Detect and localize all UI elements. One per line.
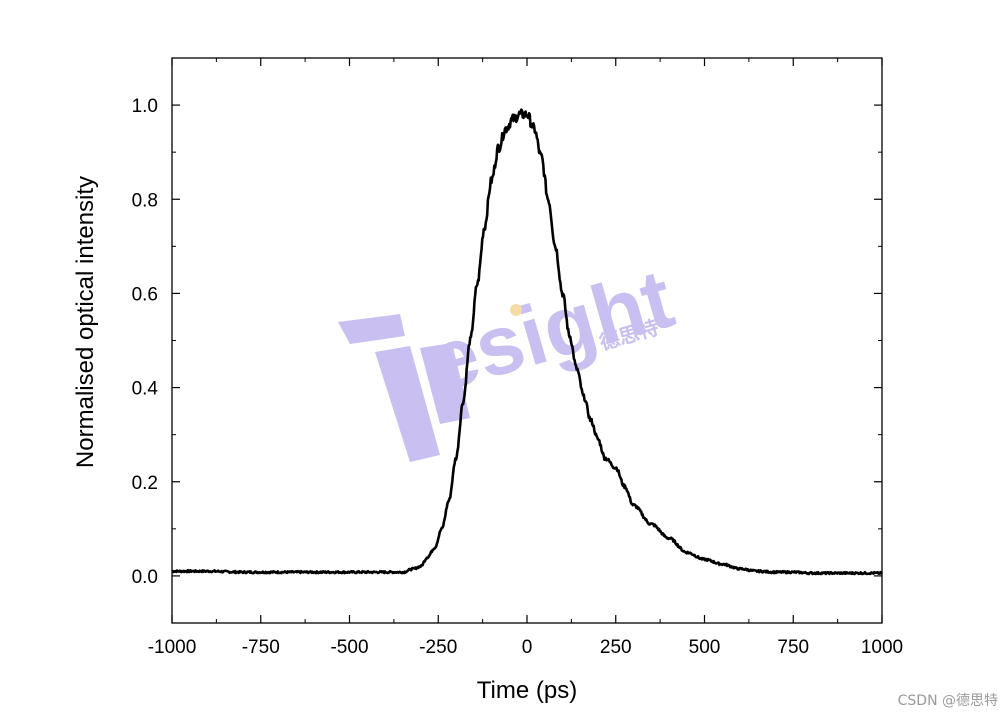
y-tick-label: 1.0 <box>132 96 158 117</box>
x-tick-label: 0 <box>522 637 533 658</box>
y-tick-label: 0.2 <box>132 473 158 494</box>
watermark-bar-shape <box>338 314 405 344</box>
watermark-stroke-shape <box>420 343 470 424</box>
x-tick-label: -750 <box>242 637 280 658</box>
y-tick-label: 0.8 <box>132 190 158 211</box>
watermark-dot <box>510 304 522 316</box>
y-tick-label: 0.6 <box>132 284 158 305</box>
x-tick-label: -500 <box>330 637 368 658</box>
watermark-logo: esight 德思特 <box>338 251 683 462</box>
x-tick-label: -250 <box>419 637 457 658</box>
credit-text: CSDN @德思特 <box>897 693 998 709</box>
series-group <box>171 108 884 576</box>
axis-tick-labels: -1000 -750 -500 -250 0 250 500 750 1000 0.0 0.2 0.4… <box>132 96 904 658</box>
x-tick-label: 1000 <box>861 637 903 658</box>
x-tick-label: 750 <box>777 637 809 658</box>
y-tick-label: 0.4 <box>132 379 159 400</box>
x-axis-label: Time (ps) <box>477 677 577 704</box>
y-tick-label: 0.0 <box>132 567 158 588</box>
x-tick-label: 500 <box>689 637 721 658</box>
axis-ticks <box>171 57 883 624</box>
series-line-0 <box>171 108 884 576</box>
x-tick-label: 250 <box>600 637 632 658</box>
x-tick-label: -1000 <box>148 637 197 658</box>
y-axis-label: Normalised optical intensity <box>72 176 99 468</box>
watermark-stroke-shape <box>375 346 440 462</box>
